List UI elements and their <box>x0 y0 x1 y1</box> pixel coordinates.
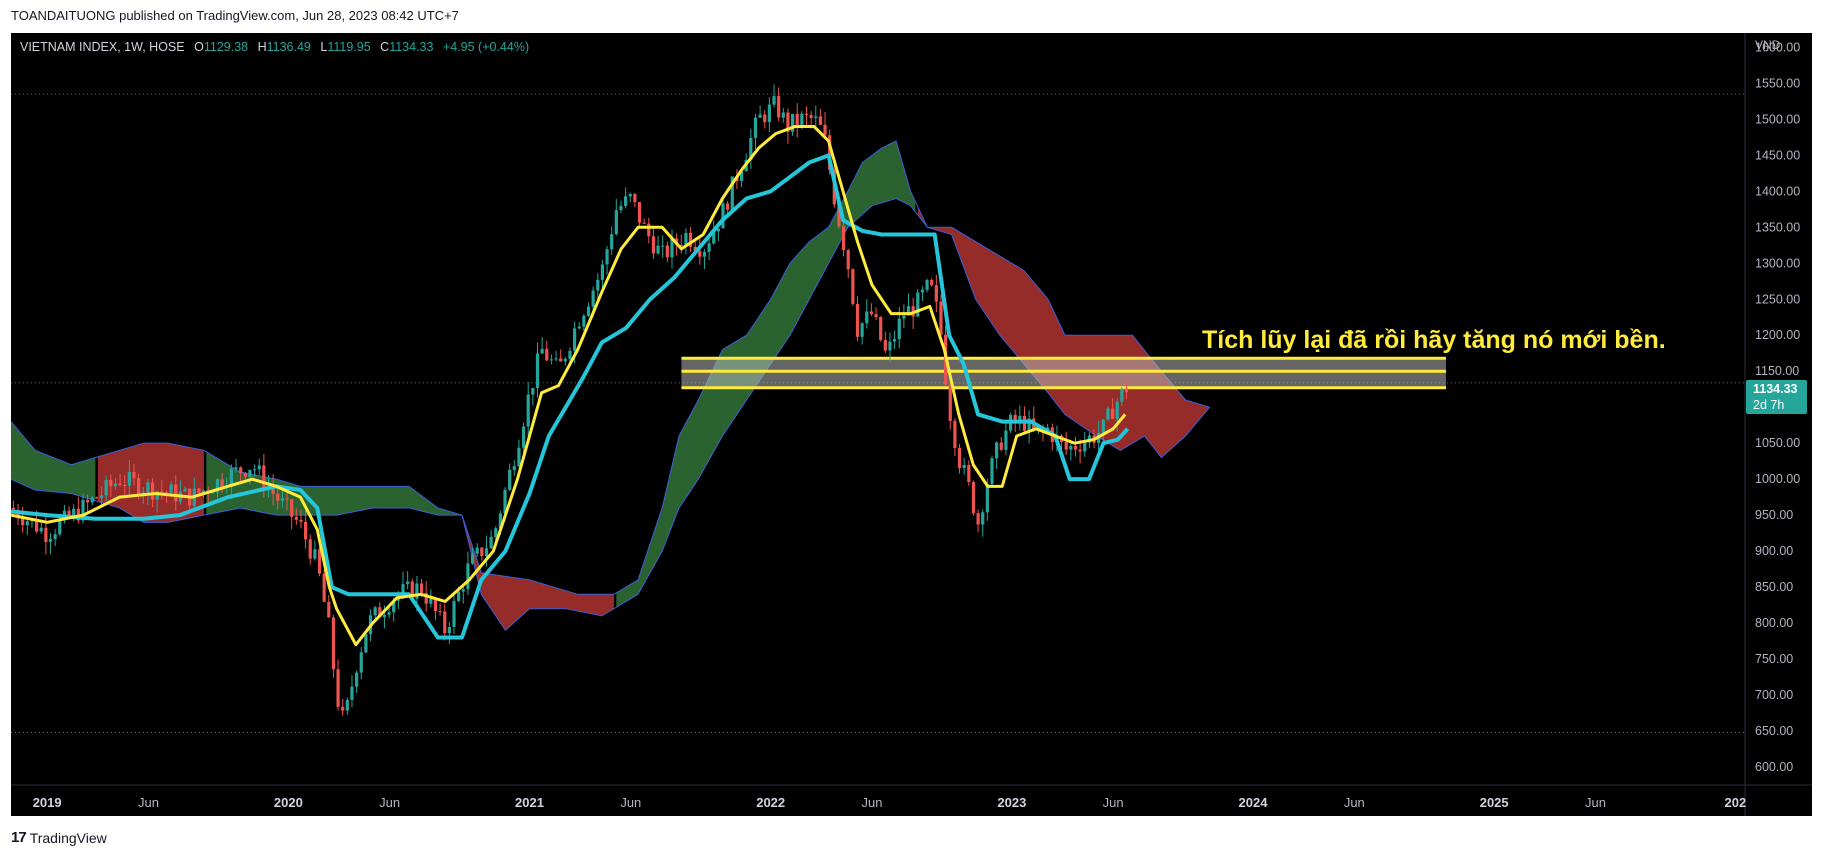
footer-brand[interactable]: 17 TradingView <box>11 829 107 846</box>
close-value: 1134.33 <box>389 40 434 54</box>
chart-area[interactable] <box>11 33 1812 816</box>
open-label: O <box>194 40 204 54</box>
symbol-legend: VIETNAM INDEX, 1W, HOSE O1129.38 H1136.4… <box>20 40 529 54</box>
change-value: +4.95 (+0.44%) <box>442 40 530 54</box>
open-value: 1129.38 <box>203 40 249 54</box>
footer-brand-name: TradingView <box>29 829 107 846</box>
high-value: 1136.49 <box>266 40 311 54</box>
tradingview-logo-icon: 17 <box>11 829 27 846</box>
high-label: H <box>257 40 267 54</box>
low-value: 1119.95 <box>327 40 371 54</box>
close-label: C <box>380 40 390 54</box>
published-by-header: TOANDAITUONG published on TradingView.co… <box>11 8 459 23</box>
low-label: L <box>320 40 328 54</box>
symbol-name[interactable]: VIETNAM INDEX, 1W, HOSE <box>20 40 185 54</box>
